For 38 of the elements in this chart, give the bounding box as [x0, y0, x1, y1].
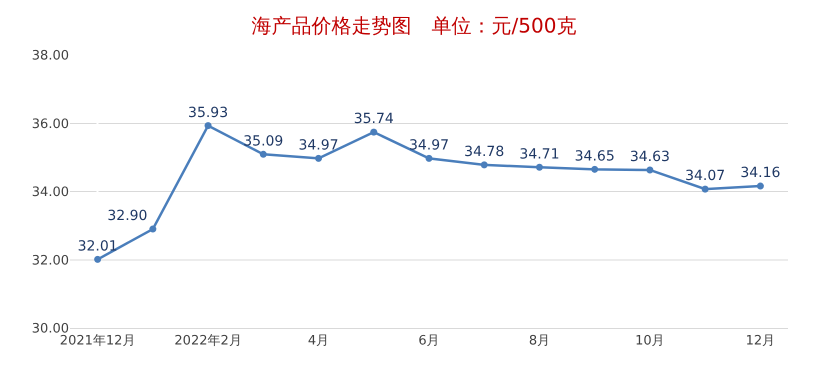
point [370, 128, 378, 136]
point [426, 154, 432, 162]
x-tick-label: 8月 [528, 334, 550, 349]
point [536, 164, 543, 171]
point [149, 226, 156, 233]
point [756, 182, 764, 190]
data-label: 34.07 [685, 168, 726, 184]
chart-title: 海产品价格走势图 单位：元/500克 [252, 14, 576, 38]
x-tick-label: 2022年2月 [174, 334, 242, 349]
point [94, 256, 102, 263]
y-tick-label: 36.00 [32, 116, 69, 132]
point [315, 154, 322, 162]
point [591, 166, 598, 173]
x-tick-label: 10月 [635, 334, 665, 349]
x-tick-label: 4月 [308, 334, 330, 349]
x-tick-label: 2021年12月 [60, 334, 136, 349]
y-tick-label: 32.00 [32, 253, 69, 268]
data-label: 34.65 [574, 148, 615, 164]
data-label: 35.93 [188, 104, 228, 121]
data-label: 34.71 [519, 146, 560, 162]
point [204, 122, 212, 130]
x-tick-label: 12月 [746, 334, 776, 349]
x-tick-label: 6月 [418, 334, 440, 349]
data-label: 32.90 [107, 208, 148, 224]
data-label: 35.09 [243, 133, 284, 150]
data-label: 34.78 [464, 144, 504, 160]
data-label: 34.97 [298, 138, 339, 154]
data-label: 34.97 [408, 138, 450, 154]
y-tick-label: 34.00 [32, 185, 69, 200]
data-label: 34.16 [740, 165, 781, 182]
point [646, 166, 654, 174]
y-tick-label: 38.00 [32, 48, 69, 64]
data-label: 32.01 [78, 238, 118, 255]
data-label: 35.74 [354, 111, 394, 128]
point [260, 150, 267, 158]
data-label: 34.63 [630, 149, 670, 166]
point [480, 161, 488, 168]
point [702, 186, 709, 193]
